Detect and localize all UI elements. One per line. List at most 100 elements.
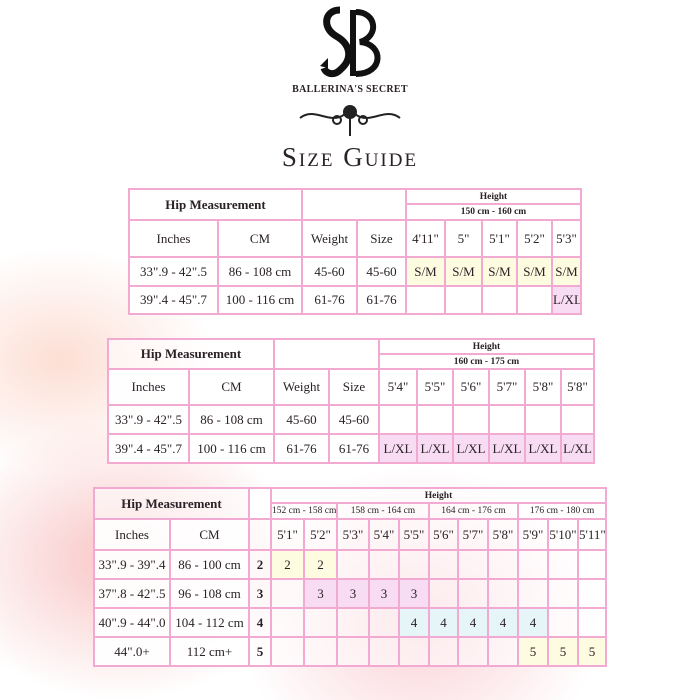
table-row: 33".9 - 39".4 86 - 100 cm 2 2 2 (93, 549, 608, 580)
measurement-cell: 61-76 (356, 285, 407, 315)
table-row: 37".8 - 42".5 96 - 108 cm 3 3 3 3 3 (93, 578, 608, 609)
blank-header (273, 338, 380, 370)
measurement-cell: 61-76 (328, 433, 380, 464)
measurement-cell: 4 (248, 607, 272, 638)
header-row: Hip Measurement Height (107, 338, 596, 370)
measurement-cell: 39".4 - 45".7 (107, 433, 190, 464)
measurement-cell: 33".9 - 42".5 (107, 404, 190, 435)
measurement-cell: 45-60 (356, 256, 407, 287)
column-header: Inches (107, 368, 190, 406)
size-cell: L/XL (524, 433, 562, 464)
measurement-cell: 33".9 - 39".4 (93, 549, 171, 580)
size-cell: S/M (516, 256, 553, 287)
height-range-header: 176 cm - 180 cm (516, 502, 608, 520)
size-cell: 3 (398, 578, 430, 609)
column-header: CM (169, 518, 250, 551)
size-cell (457, 549, 489, 580)
size-cell: 4 (517, 607, 549, 638)
column-header: 5'11" (576, 518, 608, 551)
column-header: 5'8" (559, 368, 596, 406)
size-cell (336, 607, 370, 638)
size-cell: 2 (270, 549, 305, 580)
measurement-cell: 112 cm+ (169, 636, 250, 667)
blank-header (301, 188, 407, 221)
ornament-icon (0, 98, 700, 142)
column-header: 5'5" (398, 518, 430, 551)
measurement-cell: 61-76 (273, 433, 330, 464)
measurement-cell: 3 (248, 578, 272, 609)
size-cell: 3 (336, 578, 370, 609)
column-header-row: Inches CM Weight Size 5'4" 5'5" 5'6" 5'7" 5'8" 5'… (107, 368, 596, 406)
column-header: 5'1" (481, 219, 518, 258)
size-cell: 5 (547, 636, 579, 667)
column-header: 5'3" (336, 518, 370, 551)
size-cell (576, 607, 608, 638)
size-cell (516, 285, 553, 315)
measurement-cell: 33".9 - 42".5 (128, 256, 219, 287)
measurement-cell: 104 - 112 cm (169, 607, 250, 638)
column-header: 5'7" (488, 368, 526, 406)
column-header: CM (188, 368, 275, 406)
column-header: 5'6" (452, 368, 490, 406)
size-cell: 5 (517, 636, 549, 667)
size-cell (576, 578, 608, 609)
table-row: 44".0+ 112 cm+ 5 5 5 5 (93, 636, 608, 667)
column-header: 5'7" (457, 518, 489, 551)
measurement-cell: 5 (248, 636, 272, 667)
height-range-header: 164 cm - 176 cm (428, 502, 519, 520)
column-header: Size (328, 368, 380, 406)
measurement-cell: 39".4 - 45".7 (128, 285, 219, 315)
size-cell (487, 636, 519, 667)
column-header: 5'3" (551, 219, 582, 258)
height-range-header: 158 cm - 164 cm (336, 502, 430, 520)
measurement-cell: 45-60 (301, 256, 358, 287)
column-header: Inches (128, 219, 219, 258)
column-header: 4'11" (405, 219, 446, 258)
size-cell: L/XL (488, 433, 526, 464)
size-cell (481, 285, 518, 315)
size-cell (559, 404, 596, 435)
size-cell: 4 (398, 607, 430, 638)
size-cell (517, 549, 549, 580)
size-cell: L/XL (559, 433, 596, 464)
size-cell (368, 607, 400, 638)
measurement-cell: 45-60 (328, 404, 380, 435)
size-cell: S/M (481, 256, 518, 287)
brand-monogram-logo (0, 6, 700, 80)
column-header: 5'10" (547, 518, 579, 551)
size-cell (487, 578, 519, 609)
size-cell (547, 607, 579, 638)
measurement-cell: 2 (248, 549, 272, 580)
column-header: Size (356, 219, 407, 258)
size-cell (457, 636, 489, 667)
size-cell (444, 285, 483, 315)
column-header: Weight (301, 219, 358, 258)
size-cell (487, 549, 519, 580)
height-range-header: 160 cm - 175 cm (377, 353, 596, 370)
header-row: Hip Measurement Height (128, 188, 582, 221)
column-header: CM (217, 219, 303, 258)
size-cell: 4 (428, 607, 459, 638)
column-header-row: Inches CM Weight Size 4'11" 5" 5'1" 5'2" 5'3" (128, 219, 582, 258)
size-cell (398, 549, 430, 580)
size-cell (336, 549, 370, 580)
size-cell (517, 578, 549, 609)
size-cell (547, 549, 579, 580)
column-header: 5'4" (368, 518, 400, 551)
column-header: 5'6" (428, 518, 459, 551)
hip-measurement-header: Hip Measurement (93, 487, 250, 520)
size-cell: L/XL (378, 433, 418, 464)
measurement-cell: 61-76 (301, 285, 358, 315)
size-cell (488, 404, 526, 435)
measurement-cell: 40".9 - 44".0 (93, 607, 171, 638)
size-cell (336, 636, 370, 667)
size-cell: 3 (368, 578, 400, 609)
table-row: 39".4 - 45".7 100 - 116 cm 61-76 61-76 L/XL (128, 285, 582, 315)
page-title: Size Guide (281, 142, 419, 172)
blank-header (248, 487, 272, 520)
size-cell: S/M (551, 256, 582, 287)
size-cell: 2 (303, 549, 338, 580)
height-range-header: 152 cm - 158 cm (270, 502, 338, 520)
measurement-cell: 45-60 (273, 404, 330, 435)
size-cell (428, 636, 459, 667)
